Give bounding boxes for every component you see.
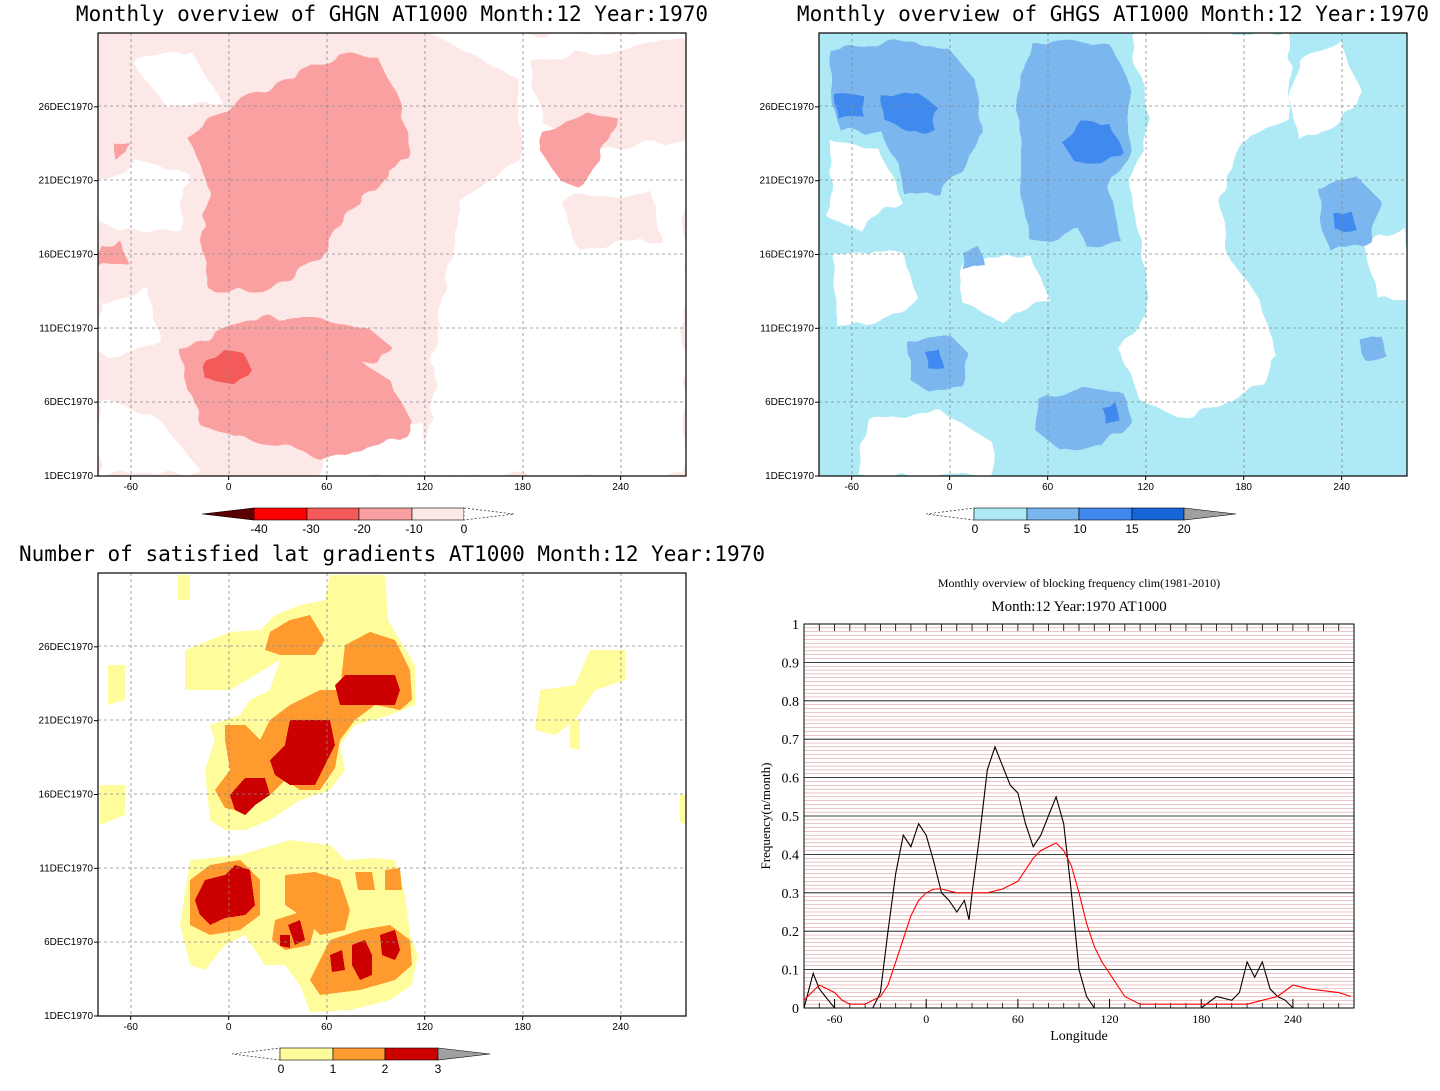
ghgn-colorbar-label: 0: [461, 522, 468, 536]
ghgs-title: Monthly overview of GHGS AT1000 Month:12…: [797, 2, 1429, 26]
x-tick-label: 240: [1333, 482, 1350, 493]
y-tick-label: 1DEC1970: [44, 1011, 93, 1022]
x-tick-label: -60: [123, 1022, 138, 1033]
gradients-colorbar: 0 1 2 3: [231, 1047, 491, 1076]
y-tick-label: 16DEC1970: [39, 250, 94, 261]
y-tick-label: 0.4: [782, 848, 800, 863]
y-tick-label: 6DEC1970: [44, 397, 93, 408]
gradients-contour-field: [98, 573, 686, 1016]
x-tick-label: 180: [1192, 1012, 1210, 1026]
ghgn-title: Monthly overview of GHGN AT1000 Month:12…: [76, 2, 708, 26]
x-tick-label: 240: [1284, 1012, 1302, 1026]
y-tick-label: 16DEC1970: [39, 790, 94, 801]
ghgn-colorbar-label: -10: [405, 522, 423, 536]
frequency-xlabel: Longitude: [1050, 1029, 1108, 1044]
x-tick-label: 0: [226, 482, 232, 493]
ghgn-colorbar-label: -20: [353, 522, 371, 536]
y-tick-label: 26DEC1970: [760, 102, 815, 113]
ghgn-colorbar-label: -30: [302, 522, 320, 536]
ghgs-panel: Monthly overview of GHGS AT1000 Month:12…: [760, 2, 1430, 536]
gradients-title: Number of satisfied lat gradients AT1000…: [19, 542, 765, 566]
y-tick-label: 0.9: [782, 656, 800, 671]
y-tick-label: 0.6: [782, 772, 800, 787]
y-tick-label: 1DEC1970: [765, 471, 814, 482]
ghgn-gridlines: [98, 33, 686, 476]
y-tick-label: 21DEC1970: [39, 716, 94, 727]
ghgn-colorbar-label: -40: [250, 522, 268, 536]
y-tick-label: 0.8: [782, 695, 800, 710]
y-tick-label: 0.1: [782, 964, 800, 979]
frequency-title: Monthly overview of blocking frequency c…: [938, 576, 1220, 590]
y-tick-label: 21DEC1970: [760, 176, 815, 187]
frequency-line-series-0: [803, 745, 1354, 1009]
x-tick-label: 0: [947, 482, 953, 493]
ghgs-colorbar-label: 15: [1125, 522, 1139, 536]
gradients-colorbar-label: 3: [435, 1062, 442, 1076]
y-tick-label: 1DEC1970: [44, 471, 93, 482]
frequency-axes: -60 0 60 120 180 240 0 0.1 0.2 0.3 0.4 0.5 0.6 0.7 0.8…: [782, 618, 1355, 1026]
ghgs-gridlines: [819, 33, 1407, 476]
x-tick-label: 120: [416, 482, 433, 493]
x-tick-label: 240: [612, 482, 629, 493]
x-tick-label: 60: [321, 482, 333, 493]
x-tick-label: -60: [827, 1012, 843, 1026]
y-tick-label: 11DEC1970: [760, 323, 814, 334]
x-tick-label: 180: [514, 1022, 531, 1033]
ghgs-colorbar-label: 10: [1073, 522, 1087, 536]
y-tick-label: 26DEC1970: [39, 642, 94, 653]
ghgn-panel: Monthly overview of GHGN AT1000 Month:12…: [39, 2, 709, 536]
ghgn-colorbar: -40 -30 -20 -10 0: [201, 507, 515, 536]
y-tick-label: 1: [792, 618, 799, 633]
y-tick-label: 26DEC1970: [39, 102, 94, 113]
ghgs-colorbar: 0 5 10 15 20: [925, 507, 1237, 536]
y-tick-label: 0.3: [782, 887, 800, 902]
x-tick-label: 60: [321, 1022, 333, 1033]
gradients-panel: Number of satisfied lat gradients AT1000…: [19, 542, 765, 1076]
frequency-ylabel: Frequency(n/month): [758, 763, 773, 870]
frequency-line-series-1: [803, 842, 1352, 1005]
ghgn-contour-field: [98, 33, 686, 476]
x-tick-label: -60: [123, 482, 138, 493]
gradients-colorbar-label: 1: [330, 1062, 337, 1076]
x-tick-label: 60: [1042, 482, 1054, 493]
x-tick-label: 0: [923, 1012, 929, 1026]
y-tick-label: 21DEC1970: [39, 176, 94, 187]
frequency-subtitle: Month:12 Year:1970 AT1000: [991, 599, 1166, 615]
x-tick-label: 180: [514, 482, 531, 493]
frequency-series: [803, 745, 1354, 1009]
gradients-gridlines: [98, 573, 686, 1016]
y-tick-label: 0: [792, 1002, 799, 1017]
frequency-panel: Monthly overview of blocking frequency c…: [758, 576, 1355, 1044]
ghgs-colorbar-label: 20: [1177, 522, 1191, 536]
gradients-colorbar-label: 0: [278, 1062, 285, 1076]
ghgs-contour-field: [819, 33, 1407, 476]
x-tick-label: 120: [1137, 482, 1154, 493]
y-tick-label: 6DEC1970: [44, 937, 93, 948]
x-tick-label: 120: [416, 1022, 433, 1033]
y-tick-label: 0.2: [782, 925, 800, 940]
y-tick-label: 0.5: [782, 810, 800, 825]
y-tick-label: 16DEC1970: [760, 250, 815, 261]
x-tick-label: 60: [1012, 1012, 1024, 1026]
y-tick-label: 6DEC1970: [765, 397, 814, 408]
x-tick-label: 0: [226, 1022, 232, 1033]
x-tick-label: 240: [612, 1022, 629, 1033]
y-tick-label: 0.7: [782, 733, 800, 748]
ghgs-colorbar-label: 5: [1024, 522, 1031, 536]
y-tick-label: 11DEC1970: [39, 323, 93, 334]
x-tick-label: 180: [1235, 482, 1252, 493]
x-tick-label: -60: [844, 482, 859, 493]
ghgs-colorbar-label: 0: [972, 522, 979, 536]
x-tick-label: 120: [1101, 1012, 1119, 1026]
gradients-colorbar-label: 2: [382, 1062, 389, 1076]
y-tick-label: 11DEC1970: [39, 863, 93, 874]
